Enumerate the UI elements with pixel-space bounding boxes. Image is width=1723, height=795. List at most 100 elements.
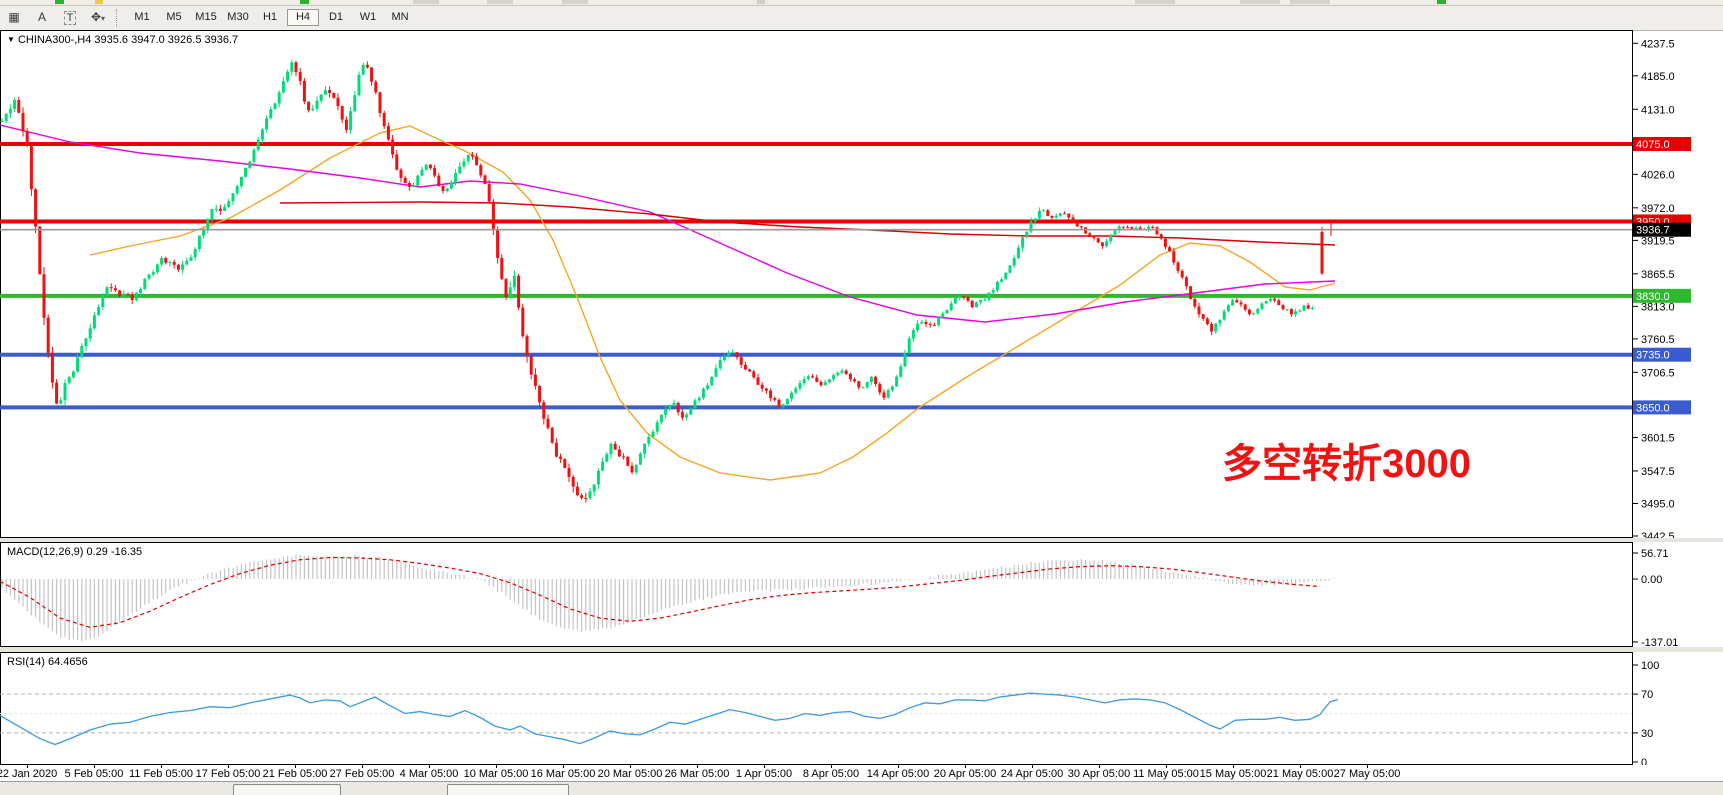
- svg-text:0.00: 0.00: [1641, 574, 1662, 586]
- macd-axis: 56.71 0.00 -137.01: [1632, 548, 1678, 647]
- macd-pane[interactable]: 56.71 0.00 -137.01: [0, 542, 1723, 647]
- chart-text-annotation: 多空转折3000: [1222, 442, 1471, 486]
- svg-text:4185.0: 4185.0: [1641, 71, 1675, 83]
- svg-text:3919.5: 3919.5: [1641, 235, 1675, 247]
- svg-text:0: 0: [1641, 757, 1647, 765]
- time-tick: [1300, 765, 1301, 768]
- time-tick: [27, 765, 28, 768]
- time-label: 21 Feb 05:00: [262, 768, 328, 780]
- clipped-toolbar-fragment: [1290, 0, 1330, 4]
- chart-tab-2[interactable]: [447, 784, 569, 795]
- time-tick: [697, 765, 698, 768]
- svg-text:56.71: 56.71: [1641, 548, 1669, 560]
- time-label: 15 May 05:00: [1199, 768, 1267, 780]
- pane-resize-handle[interactable]: [0, 647, 1723, 652]
- grid-icon[interactable]: ▦: [8, 10, 20, 24]
- svg-text:4026.0: 4026.0: [1641, 169, 1675, 181]
- svg-text:3813.0: 3813.0: [1641, 301, 1675, 313]
- clipped-toolbar-fragment: [95, 0, 103, 4]
- svg-text:3865.5: 3865.5: [1641, 269, 1675, 281]
- timeframe-button-m30[interactable]: M30: [227, 11, 249, 23]
- time-label: 27 May 05:00: [1333, 768, 1401, 780]
- time-label: 4 Mar 05:00: [399, 768, 459, 780]
- clipped-toolbar-row: [0, 0, 1723, 6]
- chart-tab-1[interactable]: [233, 784, 341, 795]
- symbol-title: CHINA300-,H4: [17, 34, 92, 46]
- time-label: 21 May 05:00: [1266, 768, 1334, 780]
- timeframe-button-m1[interactable]: M1: [134, 11, 150, 23]
- time-tick: [898, 765, 899, 768]
- toolbar-separator: [116, 9, 122, 27]
- chart-toolbar: ▦ A T ✥▾ M1 M5 M15 M30 H1 H4 D1 W1 MN: [0, 6, 1723, 31]
- time-label: 5 Feb 05:00: [64, 768, 124, 780]
- time-tick: [496, 765, 497, 768]
- svg-text:3760.5: 3760.5: [1641, 334, 1675, 346]
- price-axis[interactable]: 4237.5 4185.0 4131.0 4026.0 3972.0 3919.5 3865…: [1632, 38, 1675, 538]
- time-tick: [630, 765, 631, 768]
- macd-histogram: [1, 554, 1335, 642]
- chevron-down-icon[interactable]: ▼: [7, 35, 15, 44]
- svg-text:3936.7: 3936.7: [1636, 225, 1670, 237]
- time-tick: [228, 765, 229, 768]
- svg-text:30: 30: [1641, 728, 1653, 740]
- ma-fast-orange: [89, 125, 1336, 481]
- time-axis[interactable]: 22 Jan 2020 5 Feb 05:00 11 Feb 05:00 17 Feb…: [0, 765, 1723, 781]
- time-label: 30 Apr 05:00: [1067, 768, 1131, 780]
- rsi-pane[interactable]: 100 70 30 0: [0, 652, 1723, 765]
- svg-text:70: 70: [1641, 689, 1653, 701]
- main-chart-plot[interactable]: 4237.5 4185.0 4131.0 4026.0 3972.0 3919.5 3865…: [0, 30, 1723, 538]
- clipped-toolbar-fragment: [1240, 0, 1280, 4]
- current-price-line: 3936.7: [0, 222, 1691, 237]
- clipped-toolbar-fragment: [562, 0, 588, 4]
- chart-tab-bar: [0, 781, 1723, 795]
- time-label: 22 Jan 2020: [0, 768, 58, 780]
- time-label: 24 Apr 05:00: [1000, 768, 1064, 780]
- timeframe-button-mn[interactable]: MN: [391, 11, 409, 23]
- timeframe-button-h4[interactable]: H4: [287, 9, 319, 26]
- macd-indicator-label: MACD(12,26,9) 0.29 -16.35: [7, 546, 143, 558]
- pane-resize-handle[interactable]: [0, 538, 1723, 542]
- clipped-toolbar-fragment: [55, 0, 64, 4]
- svg-text:3442.5: 3442.5: [1641, 531, 1675, 538]
- time-label: 26 Mar 05:00: [664, 768, 730, 780]
- time-tick: [161, 765, 162, 768]
- timeframe-button-w1[interactable]: W1: [359, 11, 377, 23]
- time-label: 20 Mar 05:00: [597, 768, 663, 780]
- rsi-line: [0, 692, 1339, 746]
- time-tick: [429, 765, 430, 768]
- svg-text:3972.0: 3972.0: [1641, 203, 1675, 215]
- candlestick-series: [0, 59, 1333, 503]
- cursor-arrows-icon[interactable]: ✥▾: [90, 10, 106, 24]
- time-label: 17 Feb 05:00: [195, 768, 261, 780]
- clipped-toolbar-fragment: [300, 0, 309, 4]
- svg-text:3650.0: 3650.0: [1636, 402, 1670, 414]
- time-label: 11 Feb 05:00: [128, 768, 194, 780]
- time-tick: [1233, 765, 1234, 768]
- time-tick: [1099, 765, 1100, 768]
- rsi-axis: 100 70 30 0: [1632, 660, 1659, 765]
- time-tick: [1166, 765, 1167, 768]
- time-tick: [94, 765, 95, 768]
- time-label: 14 Apr 05:00: [866, 768, 930, 780]
- time-label: 27 Feb 05:00: [329, 768, 395, 780]
- clipped-toolbar-fragment: [487, 0, 513, 4]
- svg-text:3547.5: 3547.5: [1641, 466, 1675, 478]
- textbox-icon[interactable]: T: [57, 8, 83, 27]
- timeframe-button-h1[interactable]: H1: [262, 11, 278, 23]
- time-tick: [1032, 765, 1033, 768]
- rsi-indicator-label: RSI(14) 64.4656: [7, 656, 88, 668]
- svg-text:4131.0: 4131.0: [1641, 104, 1675, 116]
- clipped-toolbar-fragment: [1135, 0, 1175, 4]
- time-label: 10 Mar 05:00: [463, 768, 529, 780]
- ma-slow-red: [279, 201, 1336, 246]
- timeframe-button-m15[interactable]: M15: [195, 11, 217, 23]
- timeframe-button-d1[interactable]: D1: [328, 11, 344, 23]
- svg-text:-137.01: -137.01: [1641, 637, 1678, 647]
- clipped-toolbar-fragment: [757, 0, 765, 4]
- svg-text:100: 100: [1641, 660, 1659, 672]
- label-a-icon[interactable]: A: [37, 10, 46, 24]
- svg-text:4237.5: 4237.5: [1641, 38, 1675, 50]
- timeframe-button-m5[interactable]: M5: [166, 11, 182, 23]
